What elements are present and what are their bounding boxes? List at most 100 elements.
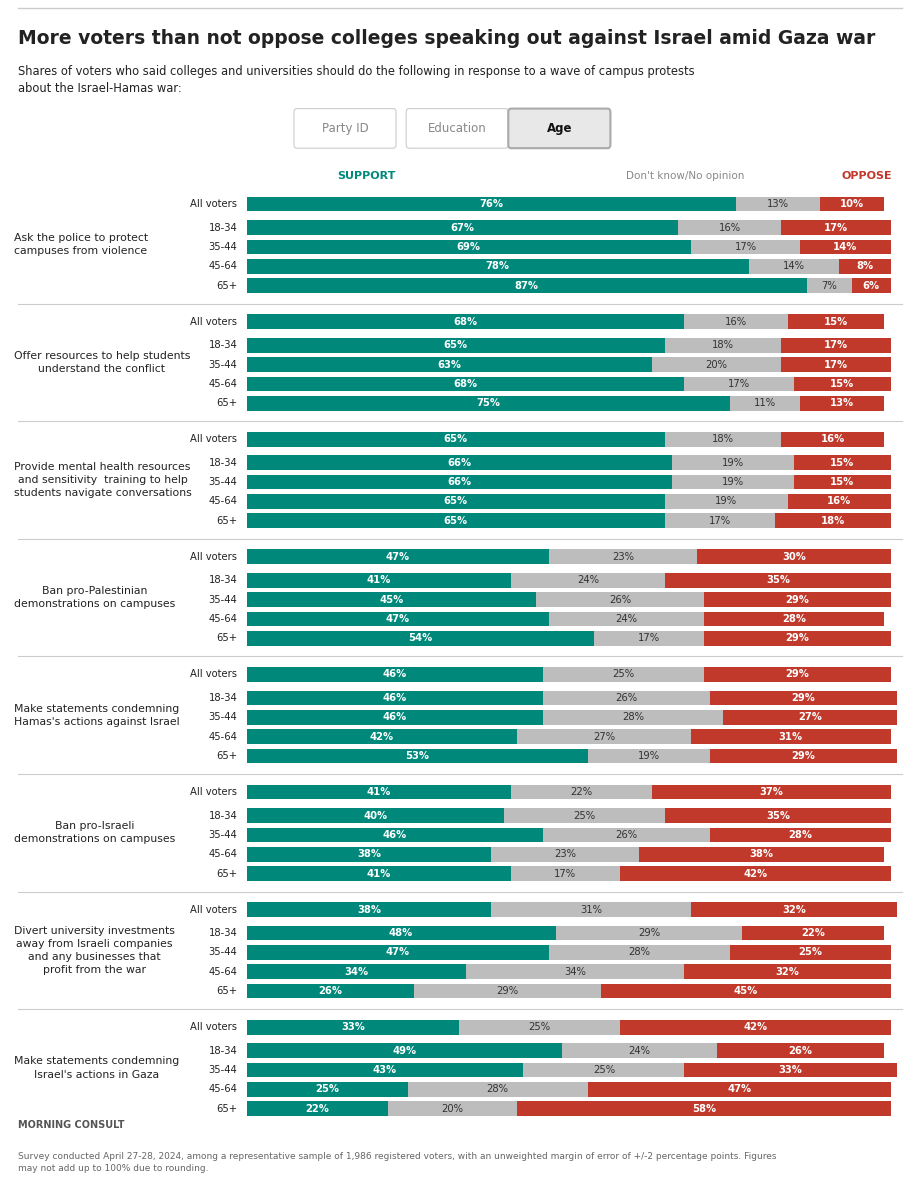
Text: 23%: 23% (612, 552, 633, 562)
Text: 35-44: 35-44 (209, 830, 237, 840)
Text: 25%: 25% (573, 810, 596, 821)
Bar (246, 925, 555, 941)
Bar (246, 1020, 459, 1034)
Text: 45-64: 45-64 (209, 850, 237, 859)
Bar (510, 866, 619, 881)
Text: 26%: 26% (788, 1045, 811, 1056)
Text: 32%: 32% (781, 905, 805, 914)
Text: Provide mental health resources
and sensitivity  training to help
students navig: Provide mental health resources and sens… (14, 462, 191, 498)
Bar (246, 984, 414, 998)
Text: 75%: 75% (475, 398, 500, 408)
Text: Offer resources to help students
understand the conflict: Offer resources to help students underst… (14, 350, 190, 374)
Text: 42%: 42% (369, 732, 393, 742)
Text: Make statements condemning
Israel's actions in Gaza: Make statements condemning Israel's acti… (14, 1056, 179, 1080)
Text: Party ID: Party ID (322, 122, 368, 134)
Text: 18%: 18% (711, 340, 733, 350)
Text: 11%: 11% (753, 398, 776, 408)
Text: 17%: 17% (708, 516, 731, 526)
Bar (690, 730, 890, 744)
Bar (664, 338, 780, 353)
Text: 17%: 17% (823, 340, 847, 350)
Text: SUPPORT: SUPPORT (336, 172, 395, 181)
Bar (709, 749, 896, 763)
Bar (555, 925, 742, 941)
Text: 67%: 67% (449, 222, 474, 233)
Bar (652, 358, 780, 372)
Bar (587, 1082, 890, 1097)
Text: 49%: 49% (391, 1045, 416, 1056)
Bar (600, 984, 890, 998)
Bar (549, 612, 703, 626)
Text: 66%: 66% (447, 457, 471, 468)
Text: 28%: 28% (621, 713, 643, 722)
Bar (664, 432, 780, 446)
Text: 38%: 38% (357, 850, 380, 859)
FancyBboxPatch shape (294, 108, 396, 148)
Text: 29%: 29% (785, 595, 808, 605)
Bar (516, 730, 690, 744)
Bar (246, 432, 664, 446)
Text: 15%: 15% (829, 478, 854, 487)
Text: Make statements condemning
Hamas's actions against Israel: Make statements condemning Hamas's actio… (14, 703, 179, 727)
Bar (246, 1063, 523, 1078)
Bar (709, 828, 890, 842)
Text: 27%: 27% (592, 732, 615, 742)
Bar (594, 631, 703, 646)
Text: 46%: 46% (382, 713, 406, 722)
Bar (246, 550, 549, 564)
Text: 18%: 18% (820, 516, 844, 526)
Bar (684, 377, 793, 391)
Text: 25%: 25% (592, 1066, 615, 1075)
Bar (549, 550, 697, 564)
Text: 47%: 47% (726, 1085, 751, 1094)
Text: 6%: 6% (862, 281, 879, 290)
Text: 35-44: 35-44 (209, 948, 237, 958)
Bar (684, 314, 787, 329)
Text: 29%: 29% (791, 751, 814, 761)
Text: 26%: 26% (615, 830, 637, 840)
Text: 19%: 19% (720, 478, 743, 487)
Bar (800, 396, 883, 410)
Text: 19%: 19% (637, 751, 660, 761)
Text: 45-64: 45-64 (209, 262, 237, 271)
Bar (664, 514, 774, 528)
Bar (246, 221, 677, 235)
Text: 48%: 48% (389, 928, 413, 938)
Text: 25%: 25% (528, 1022, 550, 1032)
Bar (246, 847, 491, 862)
FancyBboxPatch shape (406, 108, 508, 148)
Bar (780, 338, 890, 353)
Text: 35%: 35% (765, 810, 789, 821)
Bar (246, 612, 549, 626)
Bar (684, 1063, 896, 1078)
Bar (388, 1102, 516, 1116)
Text: 38%: 38% (749, 850, 773, 859)
Bar (703, 612, 883, 626)
Text: 65+: 65+ (216, 516, 237, 526)
Text: 25%: 25% (611, 670, 634, 679)
Text: 28%: 28% (486, 1085, 508, 1094)
Text: All voters: All voters (190, 787, 237, 797)
Bar (246, 338, 664, 353)
Text: 30%: 30% (781, 552, 805, 562)
Text: 17%: 17% (553, 869, 576, 878)
Bar (729, 396, 800, 410)
Text: 29%: 29% (637, 928, 660, 938)
Text: All voters: All voters (190, 905, 237, 914)
Text: 18-34: 18-34 (209, 928, 237, 938)
Text: 76%: 76% (479, 199, 503, 209)
Bar (246, 197, 735, 211)
Text: All voters: All voters (190, 317, 237, 326)
Text: All voters: All voters (190, 1022, 237, 1032)
Text: 42%: 42% (743, 869, 766, 878)
Bar (246, 828, 542, 842)
Bar (780, 358, 890, 372)
Bar (774, 514, 890, 528)
Bar (677, 221, 780, 235)
Bar (504, 808, 664, 823)
Bar (806, 278, 851, 293)
Bar (246, 785, 510, 799)
Text: 35%: 35% (765, 575, 789, 586)
Bar (722, 710, 896, 725)
Bar (690, 902, 896, 917)
